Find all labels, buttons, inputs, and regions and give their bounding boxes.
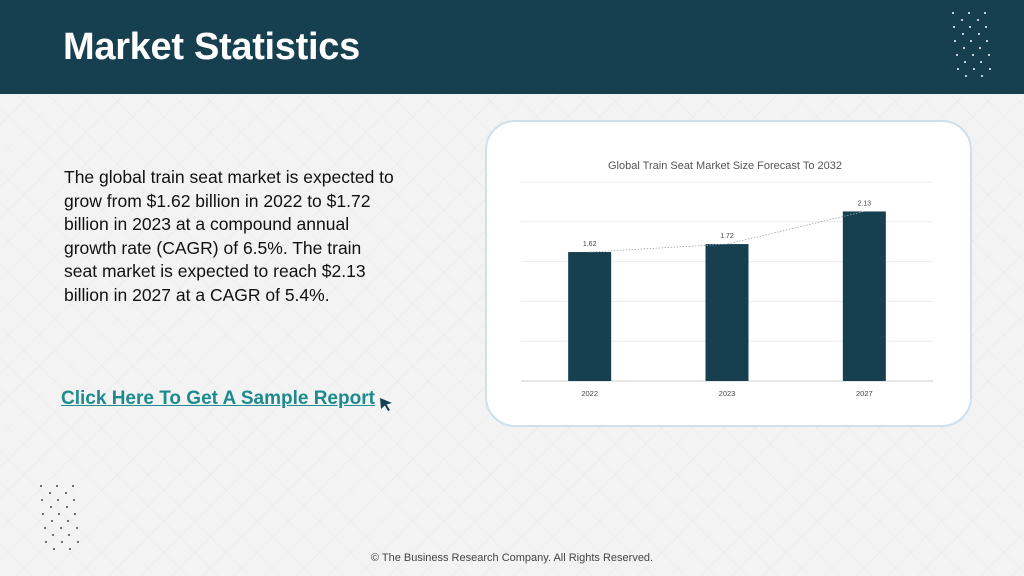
bar-2023 bbox=[705, 244, 749, 381]
decorative-dot bbox=[49, 506, 52, 508]
decorative-dot bbox=[980, 61, 983, 63]
decorative-dot bbox=[52, 534, 55, 536]
cursor-arrow-icon bbox=[380, 398, 392, 411]
chart-trendline bbox=[589, 211, 865, 253]
decorative-dot bbox=[75, 527, 78, 529]
decorative-dot bbox=[969, 26, 972, 28]
decorative-dot bbox=[60, 541, 63, 543]
decorative-dot bbox=[73, 499, 76, 501]
decorative-dot bbox=[968, 12, 970, 14]
decorative-dot bbox=[68, 534, 71, 536]
decorative-dot bbox=[952, 12, 954, 14]
decorative-dot bbox=[954, 40, 957, 42]
decorative-dot bbox=[65, 506, 68, 508]
decorative-dot bbox=[43, 527, 46, 529]
decorative-dot bbox=[984, 12, 986, 14]
data-label-2027: 2.13 bbox=[858, 200, 872, 207]
data-label-2022: 1.62 bbox=[583, 241, 597, 248]
decorative-dots-bottom bbox=[40, 485, 85, 555]
decorative-dot bbox=[985, 26, 988, 28]
decorative-dot bbox=[981, 75, 984, 77]
decorative-dot bbox=[40, 485, 42, 487]
decorative-dot bbox=[961, 33, 964, 35]
chart-bars bbox=[568, 211, 886, 381]
x-tick-label-2022: 2022 bbox=[581, 389, 598, 398]
decorative-dot bbox=[953, 26, 956, 28]
decorative-dot bbox=[986, 40, 989, 42]
x-tick-label-2023: 2023 bbox=[719, 389, 736, 398]
bar-2027 bbox=[842, 211, 886, 381]
decorative-dot bbox=[64, 492, 67, 494]
decorative-dot bbox=[979, 47, 981, 49]
decorative-dot bbox=[76, 541, 79, 543]
decorative-dot bbox=[58, 513, 61, 515]
decorative-dot bbox=[987, 54, 990, 56]
decorative-dot bbox=[72, 485, 74, 487]
decorative-dot bbox=[57, 499, 60, 501]
data-label-2023: 1.72 bbox=[720, 233, 734, 240]
decorative-dot bbox=[51, 520, 53, 522]
header-bar: Market Statistics bbox=[0, 0, 1024, 94]
decorative-dot bbox=[956, 68, 959, 70]
footer-copyright: © The Business Research Company. All Rig… bbox=[370, 552, 654, 564]
chart-title: Global Train Seat Market Size Forecast T… bbox=[608, 160, 842, 172]
decorative-dot bbox=[955, 54, 958, 56]
decorative-dot bbox=[59, 527, 62, 529]
x-tick-label-2027: 2027 bbox=[856, 389, 873, 398]
decorative-dot bbox=[972, 68, 975, 70]
decorative-dot bbox=[963, 47, 965, 49]
market-description: The global train seat market is expected… bbox=[64, 167, 394, 305]
decorative-dot bbox=[44, 541, 47, 543]
decorative-dot bbox=[970, 40, 973, 42]
decorative-dot bbox=[53, 548, 56, 550]
decorative-dot bbox=[964, 61, 967, 63]
decorative-dot bbox=[69, 548, 72, 550]
decorative-dots-top bbox=[952, 12, 992, 82]
decorative-dot bbox=[960, 19, 963, 21]
page-title: Market Statistics bbox=[63, 26, 360, 68]
bar-2022 bbox=[568, 252, 612, 381]
decorative-dot bbox=[48, 492, 51, 494]
trendline bbox=[589, 211, 865, 253]
decorative-dot bbox=[67, 520, 69, 522]
decorative-dot bbox=[41, 499, 44, 501]
decorative-dot bbox=[976, 19, 979, 21]
sample-report-link[interactable]: Click Here To Get A Sample Report bbox=[61, 388, 375, 409]
decorative-dot bbox=[965, 75, 968, 77]
decorative-dot bbox=[988, 68, 991, 70]
bar-chart: Global Train Seat Market Size Forecast T… bbox=[521, 160, 933, 398]
decorative-dot bbox=[56, 485, 58, 487]
decorative-dot bbox=[74, 513, 77, 515]
chart-labels: 1.62 2022 1.72 2023 2.13 2027 bbox=[581, 200, 872, 398]
decorative-dot bbox=[42, 513, 45, 515]
decorative-dot bbox=[977, 33, 980, 35]
decorative-dot bbox=[971, 54, 974, 56]
